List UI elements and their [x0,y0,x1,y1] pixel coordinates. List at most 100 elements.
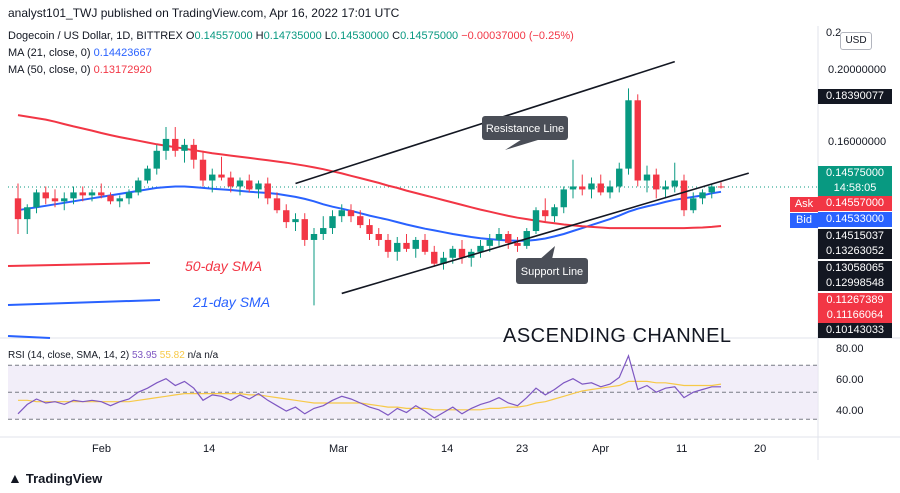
price-tag-11: 0.10143033 [818,323,892,338]
candle-body-67 [634,100,641,181]
candle-body-19 [190,144,197,160]
rsi-na-2: n/a [204,350,219,361]
rsi-tick-40: 40.00 [836,405,864,417]
tradingview-icon: ▲ [8,470,22,486]
low-value: 0.14530000 [330,30,390,42]
sma50-legend-line [7,262,151,267]
candle-body-46 [440,257,447,264]
time-tick-5: Apr [592,443,610,455]
candle-body-72 [680,180,688,211]
candle-body-43 [412,239,419,249]
ma50-value: 0.13172920 [93,64,152,76]
candle-body-57 [542,210,549,217]
rsi-tick-80: 80.00 [836,343,864,355]
resistance-line-callout-pointer [505,140,538,150]
candle-body-51 [486,239,493,246]
candle-body-61 [579,186,586,190]
open-label: O [185,30,195,42]
rsi-na-1: n/a [187,350,202,361]
candle-body-52 [495,234,503,240]
candle-body-32 [310,234,318,240]
ma-offscreen-line [7,335,51,339]
candle-body-36 [347,210,355,217]
rsi-sma-value: 55.82 [159,350,185,361]
currency-button[interactable]: USD [840,32,872,50]
candle-body-63 [597,183,604,193]
sma21-legend-line [7,299,161,306]
rsi-legend[interactable]: RSI (14, close, SMA, 14, 2) 53.95 55.82 … [8,350,218,361]
tradingview-logo[interactable]: ▲ TradingView [8,468,102,488]
price-tag-10: 0.11166064 [818,308,892,323]
candle-body-8 [88,192,96,196]
rsi-tick-60: 60.00 [836,374,864,386]
resistance-line-callout-box [482,116,568,140]
time-tick-3: 14 [441,443,454,455]
candle-body-71 [671,180,678,187]
candle-body-29 [283,210,290,223]
candle-body-75 [708,186,715,193]
price-tag-8: 0.12998548 [818,276,892,291]
candle-body-33 [320,228,327,234]
change-value: −0.00037000 (−0.25%) [461,30,574,42]
candle-body-9 [98,192,105,196]
candle-body-58 [551,207,558,217]
candle-body-4 [51,198,59,202]
candle-body-76 [717,186,725,188]
candle-body-2 [33,192,40,208]
price-tag-9: 0.11267389 [818,293,892,308]
tradingview-brand-text: TradingView [25,471,103,486]
candle-body-34 [329,216,336,229]
resistance-line-callout-text: Resistance Line [486,123,564,135]
candle-body-69 [653,174,660,190]
support-trendline [341,172,749,295]
candle-body-13 [135,180,142,193]
open-value: 0.14557000 [194,30,253,42]
candle-body-60 [569,186,577,190]
candle-body-44 [421,239,429,252]
candle-body-17 [172,138,179,151]
candle-body-10 [107,195,114,202]
time-tick-6: 11 [676,443,688,455]
candle-body-16 [162,138,170,151]
candle-body-20 [199,159,207,181]
candle-body-14 [144,168,151,181]
rsi-pane [0,353,900,438]
candle-body-31 [301,219,308,240]
candle-body-11 [116,198,123,202]
candle-body-66 [625,100,632,169]
time-tick-1: 14 [203,443,216,455]
candle-body-68 [643,174,651,181]
high-label: H [255,30,264,42]
candle-body-6 [70,192,77,199]
time-tick-7: 20 [754,443,767,455]
candle-body-59 [560,189,567,208]
candle-body-64 [606,186,614,193]
ma50-legend[interactable]: MA (50, close, 0) 0.13172920 [8,64,152,76]
ma21-legend[interactable]: MA (21, close, 0) 0.14423667 [8,47,152,59]
candle-body-18 [181,144,188,151]
symbol-name: Dogecoin / US Dollar, 1D, BITTREX [8,30,183,42]
price-tag-3: 0.14557000 [818,196,892,211]
candle-body-0 [14,198,22,220]
price-tag-5: 0.14515037 [818,229,892,244]
candle-body-47 [449,248,456,258]
ma21-label: MA (21, close, 0) [8,47,91,59]
price-tag-4: 0.14533000 [818,212,892,227]
sma50-label: 50-day SMA [185,258,262,274]
price-tag-1: 0.14575000 [818,166,892,181]
support-line-callout-box [516,258,588,284]
candle-body-56 [532,210,540,232]
ma50-label: MA (50, close, 0) [8,64,91,76]
candle-body-3 [42,192,49,199]
rsi-line [17,353,721,419]
candle-body-27 [264,183,271,199]
candle-body-1 [24,207,31,220]
main-pane [0,26,900,460]
ma50-line [17,114,722,230]
candle-body-38 [366,225,373,234]
candle-body-35 [338,210,345,217]
time-tick-2: Mar [329,443,348,455]
ask-tag: Ask [790,197,818,212]
